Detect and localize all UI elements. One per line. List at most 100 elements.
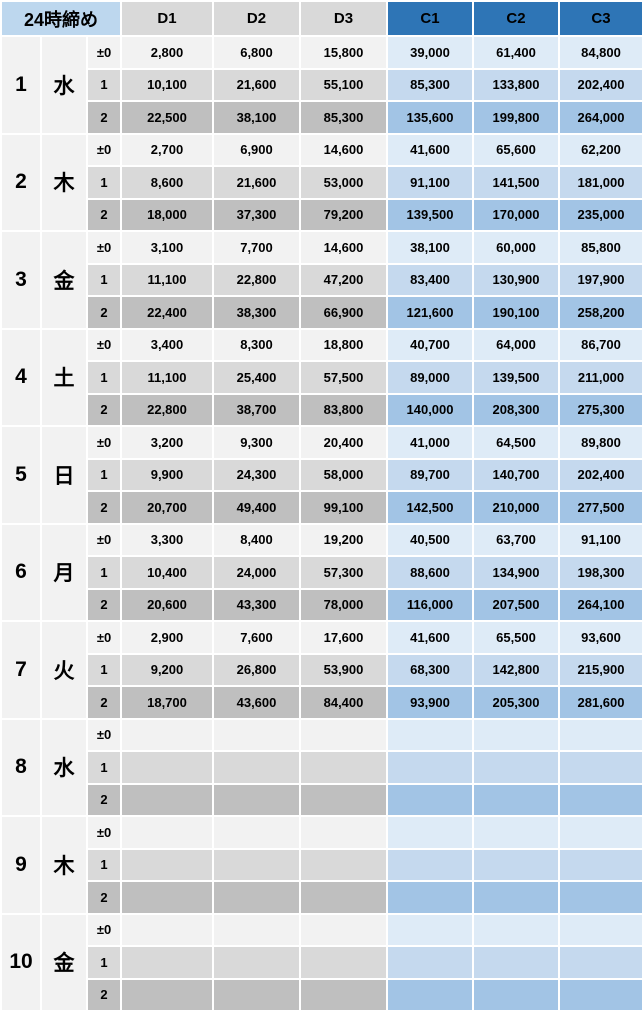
cell-c3: 86,700 xyxy=(558,327,642,362)
group-7-subrow-2: 2 18,700 43,600 84,400 93,900 205,300 281,600 xyxy=(1,685,642,720)
cell-d3: 85,300 xyxy=(299,100,388,135)
row-number: 3 xyxy=(0,230,42,330)
group-8-subrow-2: 2 xyxy=(1,782,642,817)
cell-d1: 10,400 xyxy=(120,555,214,590)
sub-row-label: 2 xyxy=(86,100,122,135)
cell-d2: 26,800 xyxy=(212,652,301,687)
day-label: 火 xyxy=(40,620,88,720)
sub-row-label: 1 xyxy=(86,457,122,492)
cell-c1: 121,600 xyxy=(386,295,474,330)
cell-c1 xyxy=(386,977,474,1010)
cell-d1: 8,600 xyxy=(120,165,214,200)
sub-row-label: 2 xyxy=(86,587,122,622)
cell-d2: 8,300 xyxy=(212,327,301,362)
cell-d1 xyxy=(120,912,214,947)
col-header-d2: D2 xyxy=(212,0,301,37)
cell-d2: 37,300 xyxy=(212,197,301,232)
sub-row-label: 2 xyxy=(86,197,122,232)
row-number: 1 xyxy=(0,35,42,135)
cell-d1 xyxy=(120,880,214,915)
cell-c3: 181,000 xyxy=(558,165,642,200)
cell-c1 xyxy=(386,847,474,882)
cell-c3 xyxy=(558,945,642,980)
cell-c2: 64,000 xyxy=(472,327,560,362)
sub-row-label: 2 xyxy=(86,880,122,915)
cell-d2: 38,700 xyxy=(212,392,301,427)
cell-d3: 14,600 xyxy=(299,230,388,265)
cell-d1: 9,200 xyxy=(120,652,214,687)
cell-c1: 91,100 xyxy=(386,165,474,200)
cell-c1 xyxy=(386,912,474,947)
cell-d1: 2,800 xyxy=(120,35,214,70)
sub-row-label: 1 xyxy=(86,165,122,200)
cell-d1: 22,800 xyxy=(120,392,214,427)
group-10-subrow-±0: 10 金 ±0 xyxy=(0,912,642,1010)
cell-d3 xyxy=(299,880,388,915)
cell-c3: 62,200 xyxy=(558,132,642,167)
cell-d3: 58,000 xyxy=(299,457,388,492)
cell-d1 xyxy=(120,782,214,817)
cell-c3: 211,000 xyxy=(558,360,642,395)
cell-c3: 202,400 xyxy=(558,457,642,492)
sub-row-label: 1 xyxy=(86,847,122,882)
cell-c2 xyxy=(472,977,560,1010)
sub-row-label: 2 xyxy=(86,977,122,1010)
cell-c1 xyxy=(386,750,474,785)
cell-c1 xyxy=(386,782,474,817)
cell-c2: 65,600 xyxy=(472,132,560,167)
cell-c2: 60,000 xyxy=(472,230,560,265)
cell-c3: 258,200 xyxy=(558,295,642,330)
row-number: 10 xyxy=(0,912,42,1010)
sub-row-label: 1 xyxy=(86,750,122,785)
cell-c3: 198,300 xyxy=(558,555,642,590)
cell-c2: 199,800 xyxy=(472,100,560,135)
group-4-subrow-1: 1 11,100 25,400 57,500 89,000 139,500 211,000 xyxy=(1,360,642,395)
cell-c3 xyxy=(558,717,642,752)
row-number: 8 xyxy=(0,717,42,817)
cell-c1: 38,100 xyxy=(386,230,474,265)
cell-d1: 3,300 xyxy=(120,522,214,557)
group-4-subrow-2: 2 22,800 38,700 83,800 140,000 208,300 275,300 xyxy=(1,392,642,427)
cell-c1 xyxy=(386,717,474,752)
cell-d2: 6,800 xyxy=(212,35,301,70)
cell-d2: 25,400 xyxy=(212,360,301,395)
sub-row-label: ±0 xyxy=(86,815,122,850)
row-number: 7 xyxy=(0,620,42,720)
cell-d3: 79,200 xyxy=(299,197,388,232)
cell-d1: 20,600 xyxy=(120,587,214,622)
cell-d1: 10,100 xyxy=(120,67,214,102)
cell-c2: 142,800 xyxy=(472,652,560,687)
cell-d3: 53,900 xyxy=(299,652,388,687)
cell-c3: 84,800 xyxy=(558,35,642,70)
cell-c1: 40,700 xyxy=(386,327,474,362)
cell-d3: 78,000 xyxy=(299,587,388,622)
cell-d1 xyxy=(120,750,214,785)
cell-d2: 38,300 xyxy=(212,295,301,330)
group-9-subrow-2: 2 xyxy=(1,880,642,915)
cell-c3 xyxy=(558,847,642,882)
row-number: 6 xyxy=(0,522,42,622)
cell-c2: 133,800 xyxy=(472,67,560,102)
cell-d1: 9,900 xyxy=(120,457,214,492)
group-5-subrow-2: 2 20,700 49,400 99,100 142,500 210,000 277,500 xyxy=(1,490,642,525)
cell-d3: 17,600 xyxy=(299,620,388,655)
sub-row-label: ±0 xyxy=(86,230,122,265)
cell-c1: 40,500 xyxy=(386,522,474,557)
cell-c2: 140,700 xyxy=(472,457,560,492)
cell-d2: 38,100 xyxy=(212,100,301,135)
cell-c3: 89,800 xyxy=(558,425,642,460)
cell-c1: 41,600 xyxy=(386,620,474,655)
cell-c3 xyxy=(558,912,642,947)
cell-c2 xyxy=(472,717,560,752)
cell-c2: 130,900 xyxy=(472,262,560,297)
header-row: 24時締め D1 D2 D3 C1 C2 C3 xyxy=(0,0,642,37)
cell-d3: 47,200 xyxy=(299,262,388,297)
group-1-subrow-1: 1 10,100 21,600 55,100 85,300 133,800 202,400 xyxy=(1,67,642,102)
group-6-subrow-2: 2 20,600 43,300 78,000 116,000 207,500 264,100 xyxy=(1,587,642,622)
sub-row-label: 1 xyxy=(86,262,122,297)
group-1-subrow-2: 2 22,500 38,100 85,300 135,600 199,800 264,000 xyxy=(1,100,642,135)
cell-c1 xyxy=(386,815,474,850)
cell-d3: 53,000 xyxy=(299,165,388,200)
cell-d2: 7,600 xyxy=(212,620,301,655)
